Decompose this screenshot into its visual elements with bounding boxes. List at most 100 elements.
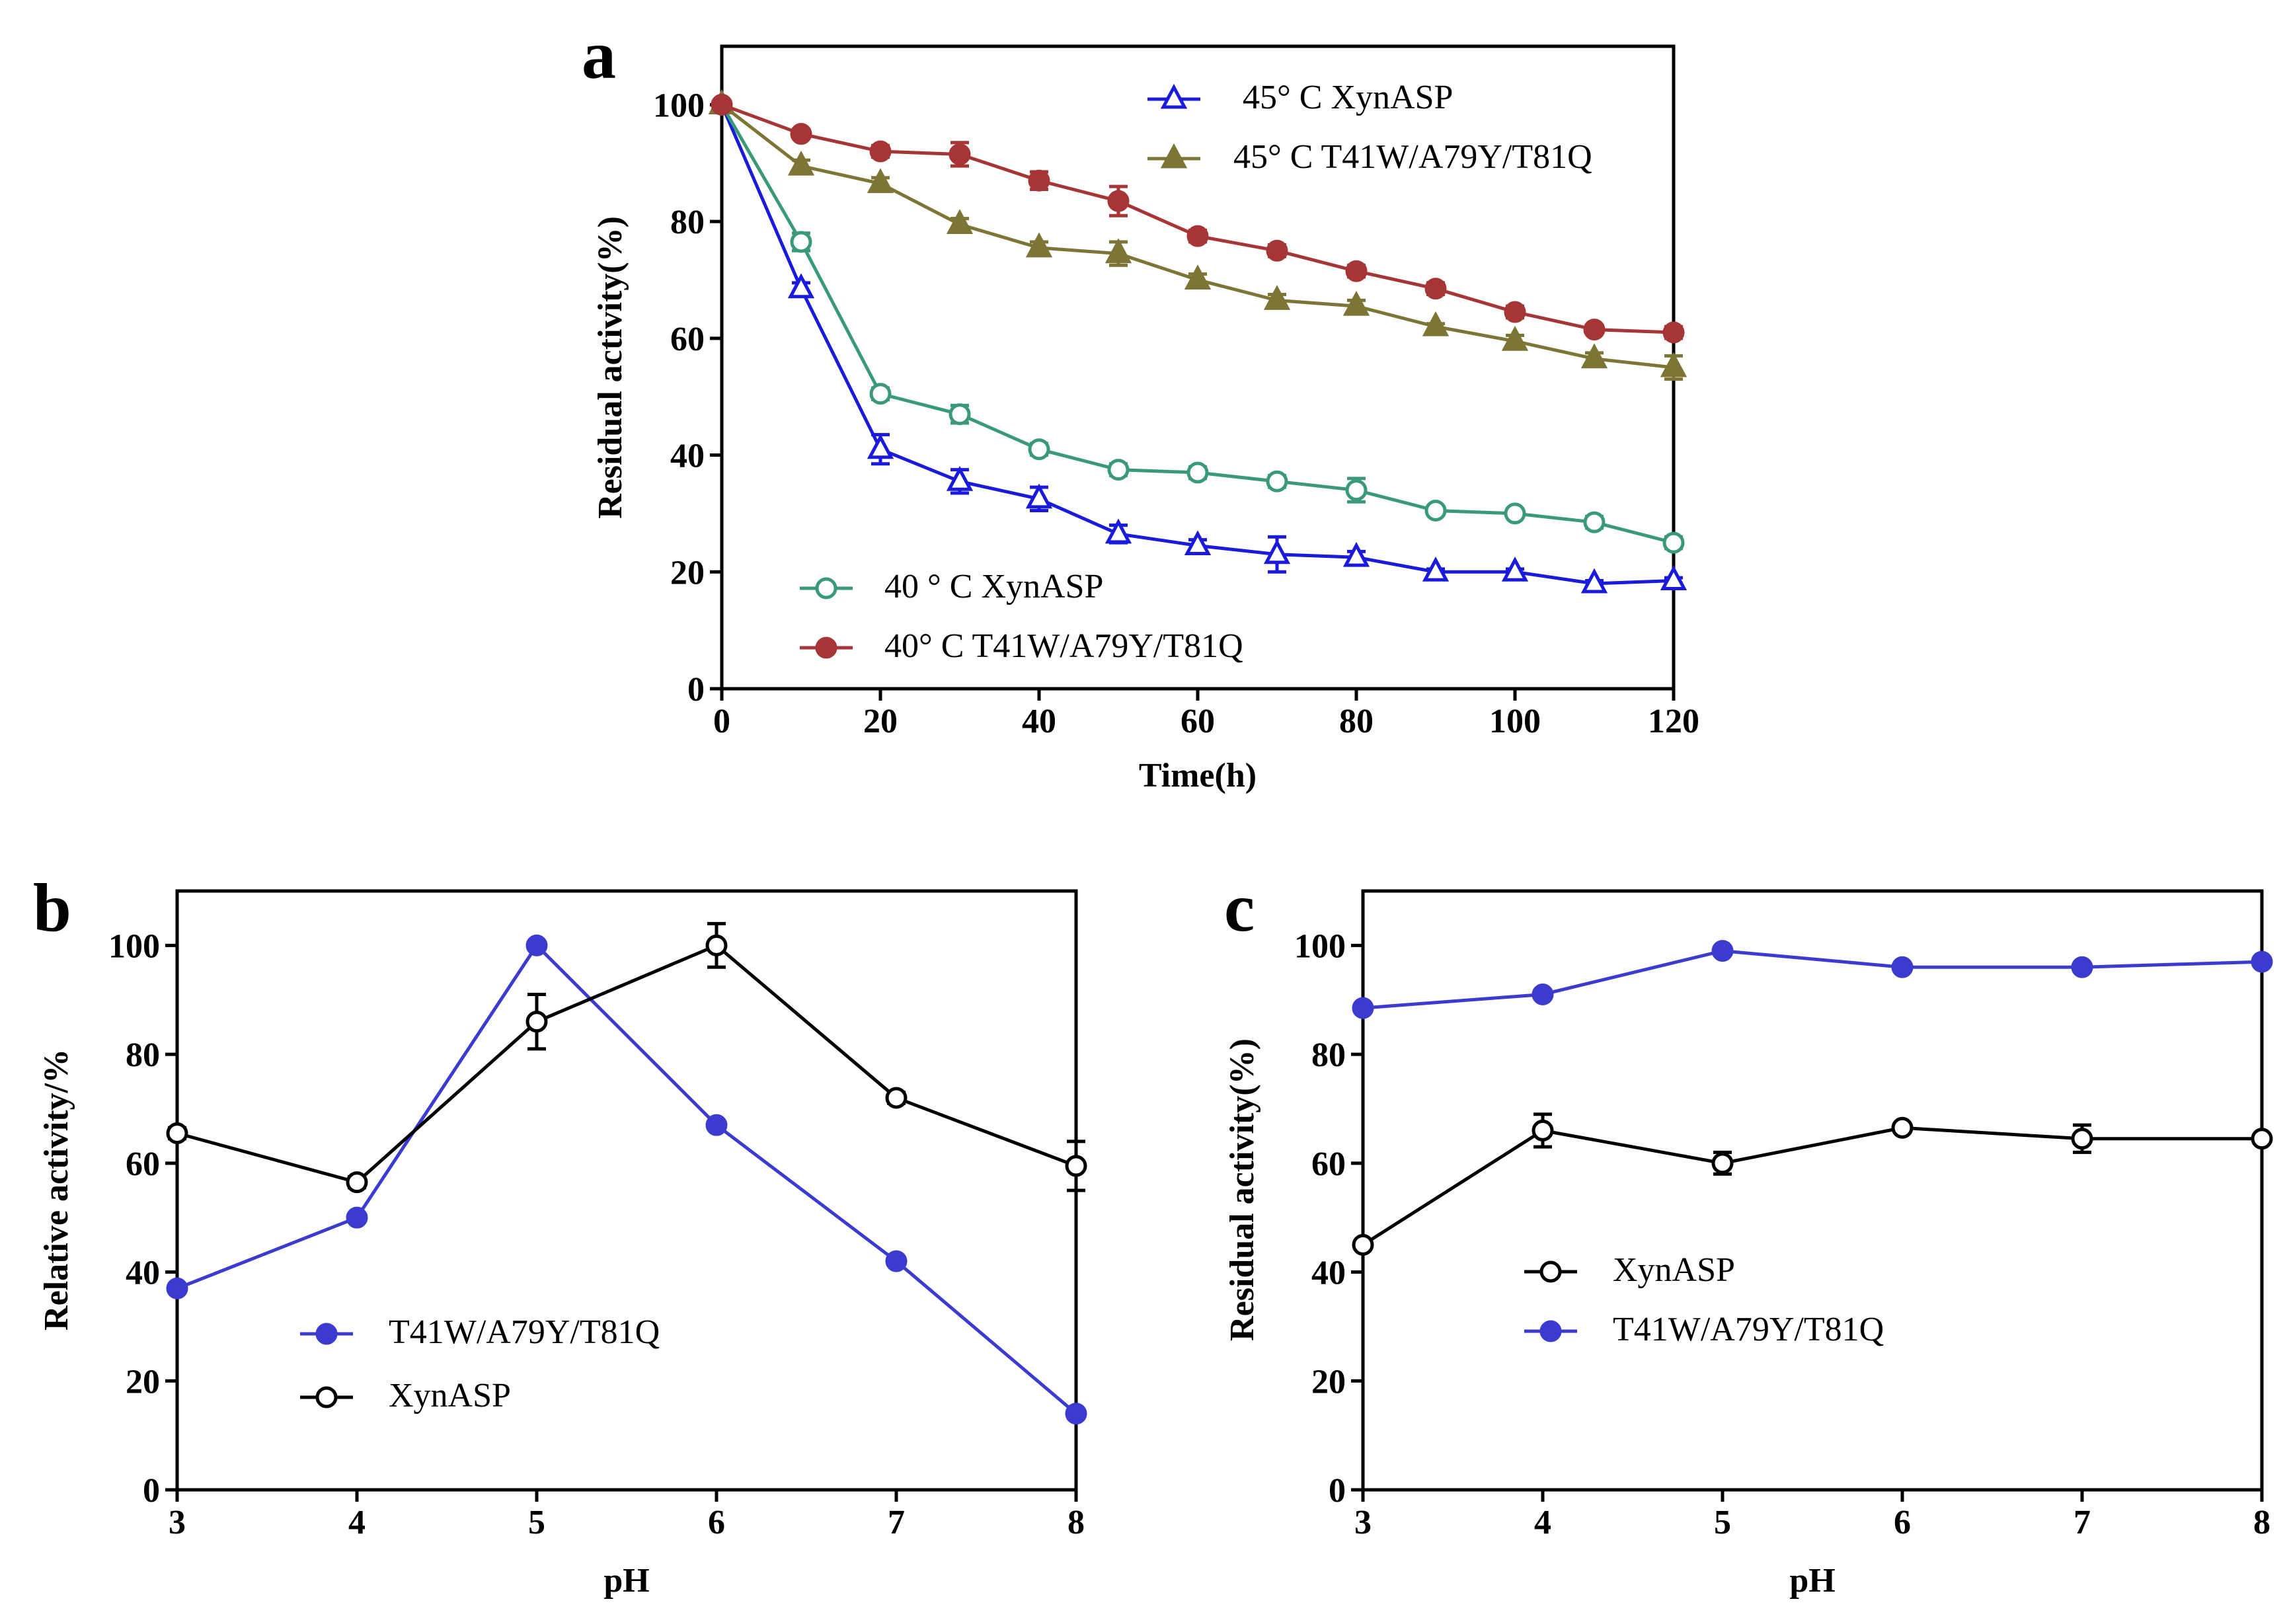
data-point [790, 123, 812, 145]
data-point [1660, 352, 1687, 377]
data-point [885, 1087, 908, 1109]
data-point [1342, 541, 1370, 567]
panel-a-series [708, 89, 1687, 594]
series-line [176, 943, 1077, 1415]
data-point [1342, 290, 1370, 316]
data-point [867, 168, 894, 194]
data-point [1107, 459, 1130, 481]
x-tick-label: 5 [528, 1504, 545, 1541]
series-45-c-t41w-a79y-t81q [708, 89, 1687, 381]
panel-b-letter: b [33, 870, 71, 946]
legend-marker [1524, 1260, 1577, 1283]
legend-symbol [1539, 1320, 1562, 1342]
panel-b-series [166, 921, 1087, 1425]
panel-c-x-axis: 3 4 5 6 7 8 [1354, 1490, 2270, 1541]
data-point [1263, 539, 1291, 564]
legend-marker [1147, 143, 1200, 169]
data-point [1186, 461, 1209, 484]
panel-c-legend: XynASP T41W/A79Y/T81Q [1524, 1251, 1884, 1348]
legend-symbol [1539, 1260, 1562, 1283]
data-point [1266, 239, 1288, 262]
data-point [1107, 190, 1130, 212]
data-point [869, 140, 892, 163]
x-tick-label: 120 [1648, 703, 1699, 740]
data-point [1105, 238, 1132, 264]
legend-symbol [1160, 83, 1188, 109]
panel-a-legend: 45° C XynASP 45° C T41W/A79Y/T81Q 40 ° C… [800, 79, 1592, 665]
panel-a-legend-label: 40° C T41W/A79Y/T81Q [884, 627, 1243, 665]
x-tick-label: 80 [1339, 703, 1374, 740]
legend-symbol [815, 577, 837, 599]
legend-symbol [315, 1323, 338, 1345]
data-point [1028, 169, 1050, 192]
y-tick-label: 80 [126, 1036, 160, 1074]
series-line [176, 943, 1077, 1184]
y-tick-label: 100 [653, 87, 705, 124]
y-tick-label: 80 [1311, 1036, 1346, 1074]
legend-marker [800, 577, 853, 599]
data-point [1662, 531, 1685, 554]
data-point [949, 143, 971, 165]
legend-marker [1524, 1320, 1577, 1342]
panel-b-x-axis: 3 4 5 6 7 8 [169, 1490, 1085, 1541]
data-point [2251, 1128, 2273, 1150]
y-tick-label: 80 [670, 204, 705, 241]
panel-a-y-axis-label: Residual activity(%) [592, 216, 629, 519]
x-tick-label: 3 [169, 1504, 186, 1541]
panel-a-legend-label: 45° C XynASP [1243, 79, 1453, 116]
y-tick-label: 0 [143, 1472, 160, 1510]
x-tick-label: 20 [863, 703, 898, 740]
x-tick-label: 4 [348, 1504, 366, 1541]
data-point [1891, 1116, 1914, 1139]
panel-a-letter: a [582, 17, 616, 93]
panel-a-y-axis: 0 20 40 60 80 100 [653, 87, 722, 709]
panel-c-y-axis: 0 20 40 60 80 100 [1294, 927, 1363, 1510]
data-point [1711, 1152, 1734, 1175]
series-45-c-xynasp [708, 89, 1687, 594]
x-tick-label: 8 [2253, 1504, 2270, 1541]
data-point [787, 273, 815, 299]
x-tick-label: 7 [888, 1504, 905, 1541]
data-point [1345, 260, 1368, 282]
data-point [1065, 1403, 1087, 1425]
series-t41w-a79y-t81q [166, 934, 1087, 1425]
y-tick-label: 20 [1311, 1363, 1346, 1401]
data-point [1504, 502, 1526, 525]
legend-symbol [1160, 143, 1188, 169]
x-tick-label: 6 [708, 1504, 725, 1541]
x-tick-label: 100 [1489, 703, 1541, 740]
x-tick-label: 5 [1714, 1504, 1731, 1541]
panel-b-legend-label: T41W/A79Y/T81Q [389, 1313, 660, 1351]
data-point [867, 434, 894, 459]
data-point [1424, 499, 1447, 522]
series-xynasp [1352, 1112, 2273, 1256]
y-tick-label: 40 [126, 1255, 160, 1292]
legend-symbol [815, 637, 837, 659]
panel-c-y-axis-label: Residual activity(%) [1223, 1038, 1261, 1341]
panel-c-legend-label: XynASP [1613, 1251, 1735, 1289]
data-point [1422, 311, 1450, 336]
data-point [1891, 956, 1914, 978]
data-point [1424, 278, 1447, 300]
data-point [525, 934, 548, 956]
panel-b-x-axis-label: pH [603, 1562, 649, 1600]
x-tick-label: 8 [1067, 1504, 1085, 1541]
panel-c-plot-frame [1361, 889, 2264, 1492]
y-tick-label: 100 [108, 927, 160, 965]
legend-marker [1147, 83, 1200, 109]
y-tick-label: 20 [126, 1363, 160, 1401]
data-point [2071, 956, 2093, 978]
data-point [1583, 511, 1606, 533]
panel-a-x-axis: 0 20 40 60 80 100 120 [713, 689, 1699, 740]
y-tick-label: 60 [1311, 1145, 1346, 1183]
data-point [1501, 556, 1529, 582]
data-point [1422, 556, 1450, 582]
panel-b-legend-label: XynASP [389, 1377, 511, 1414]
panel-a-legend-label: 40 ° C XynASP [884, 568, 1103, 605]
series-line [1362, 1126, 2262, 1247]
x-tick-label: 6 [1894, 1504, 1911, 1541]
panel-a-legend-label: 45° C T41W/A79Y/T81Q [1233, 138, 1592, 176]
data-point [1025, 483, 1053, 509]
panel-c-chart: c 0 20 40 60 80 100 3 4 5 6 7 8 Residual activity(… [1223, 870, 2273, 1600]
